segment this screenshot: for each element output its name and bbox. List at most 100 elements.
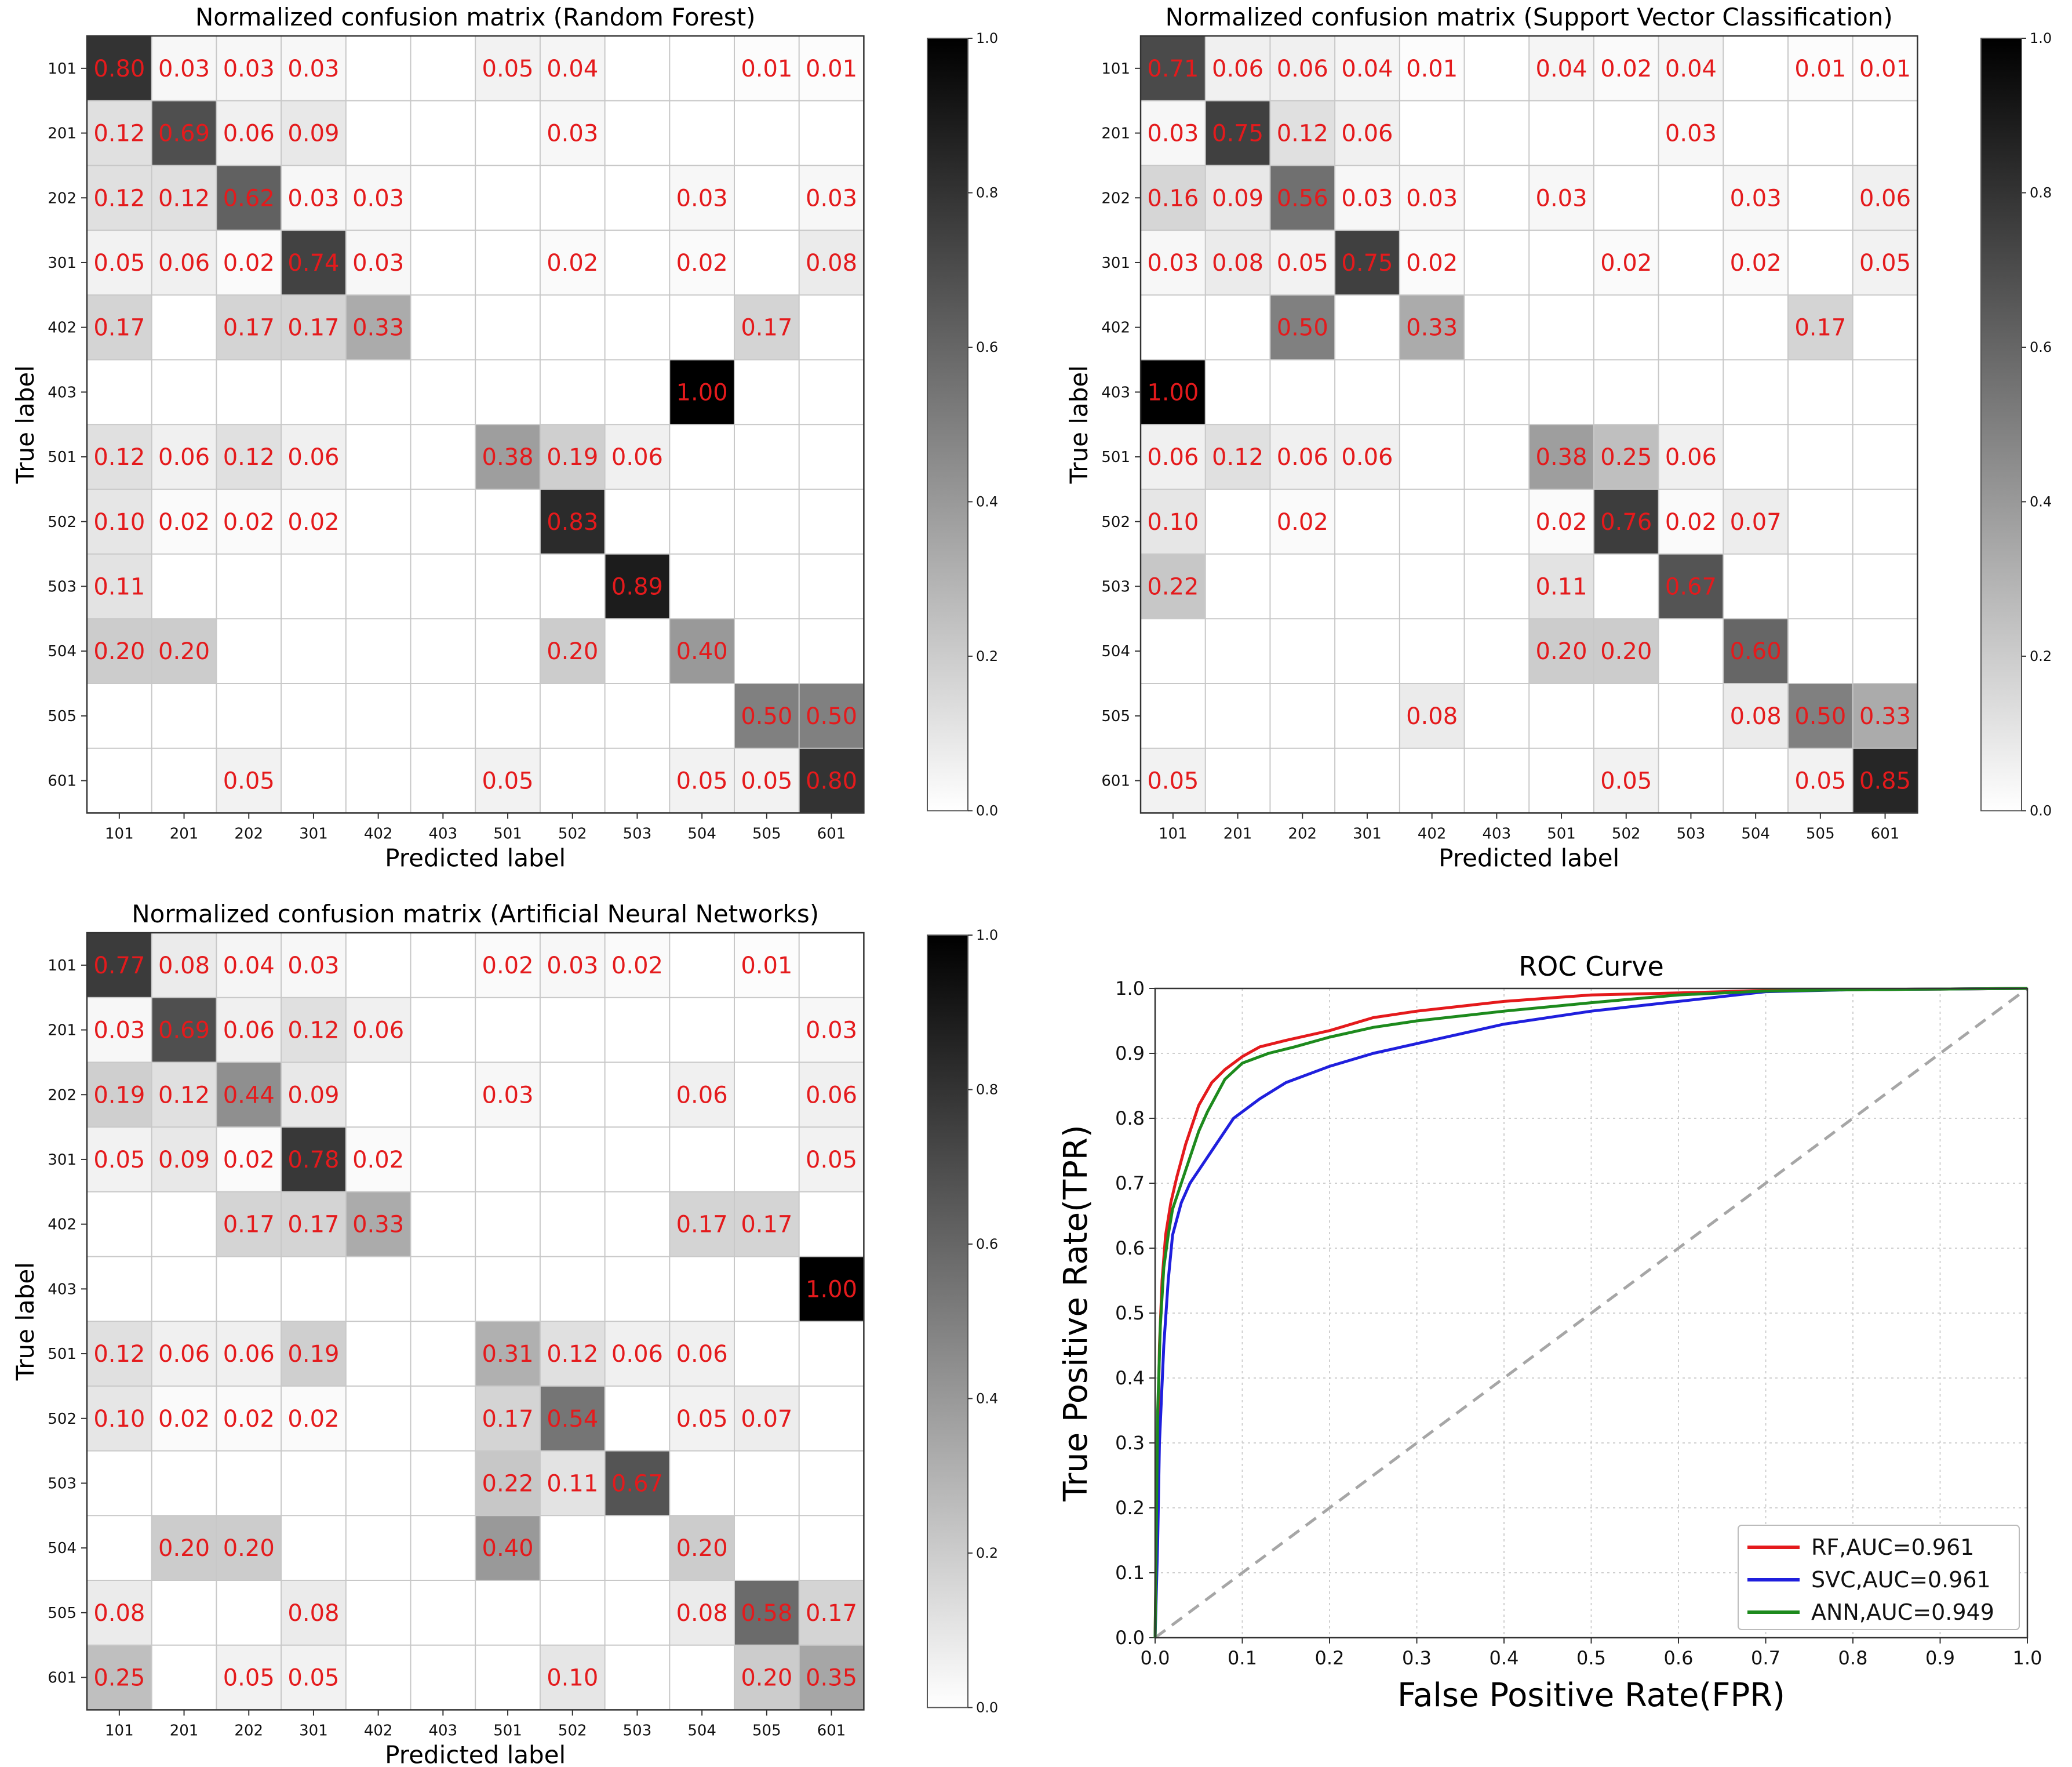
cell-value-label: 0.01 (741, 952, 792, 979)
matrix-cell (669, 165, 734, 231)
matrix-cell (605, 1127, 670, 1192)
matrix-cell (1529, 294, 1594, 360)
matrix-cell (1270, 424, 1335, 489)
cell-value-label: 0.20 (158, 638, 210, 665)
y-axis-label: True label (1065, 365, 1093, 484)
matrix-cell (345, 36, 411, 101)
matrix-cell (216, 619, 282, 683)
cell-value-label: 0.04 (1536, 56, 1587, 82)
cell-value-label: 0.03 (806, 185, 857, 212)
matrix-cell (281, 1127, 346, 1192)
cell-value-label: 0.06 (158, 250, 210, 277)
matrix-cell (345, 1191, 411, 1257)
x-tick-label: 402 (364, 825, 393, 842)
matrix-cell (669, 359, 734, 425)
cell-value-label: 0.22 (1147, 573, 1199, 600)
matrix-cell (87, 1062, 152, 1128)
cell-value-label: 0.06 (1341, 444, 1393, 471)
matrix-cell (281, 36, 346, 101)
x-axis-label: Predicted label (1439, 843, 1619, 872)
matrix-cell (345, 933, 411, 998)
matrix-cell (475, 748, 540, 813)
roc-series-line-1 (1153, 987, 2028, 1638)
cell-value-label: 0.02 (1536, 509, 1587, 536)
matrix-cell (1205, 489, 1270, 554)
matrix-cell (1141, 683, 1206, 748)
x-tick-label: 504 (1741, 825, 1770, 842)
matrix-cell (1399, 294, 1465, 360)
matrix-cell (1852, 424, 1918, 489)
matrix-cell (734, 100, 799, 166)
matrix-cell (151, 1645, 217, 1710)
matrix-cell (799, 165, 864, 231)
colorbar-tick-label: 1.0 (976, 30, 998, 46)
matrix-cell (540, 359, 605, 425)
matrix-cell (410, 294, 476, 360)
matrix-cell (475, 1386, 540, 1451)
matrix-cell (216, 294, 282, 360)
matrix-cell (669, 489, 734, 554)
matrix-cell (1335, 748, 1400, 813)
matrix-cell (540, 1127, 605, 1192)
matrix-cell (1335, 359, 1400, 425)
chart-title: Normalized confusion matrix (Random Fore… (195, 3, 756, 31)
cell-value-label: 0.56 (1277, 185, 1328, 212)
matrix-cell (1205, 748, 1270, 813)
matrix-cell (87, 683, 152, 748)
cell-value-label: 0.09 (158, 1147, 210, 1173)
x-tick-label: 601 (1871, 825, 1900, 842)
x-tick-label: 1.0 (2013, 1647, 2042, 1669)
matrix-cell (1270, 554, 1335, 619)
matrix-cell (345, 1062, 411, 1128)
colorbar-tick-label: 0.4 (976, 493, 998, 510)
cell-value-label: 0.31 (482, 1341, 534, 1368)
x-tick-label: 101 (1159, 825, 1188, 842)
matrix-cell (151, 997, 217, 1063)
matrix-frame (86, 35, 865, 814)
matrix-cell (1529, 424, 1594, 489)
cell-value-label: 0.10 (93, 509, 145, 536)
y-tick-label: 601 (48, 773, 77, 790)
x-tick-label: 402 (1418, 825, 1447, 842)
cell-value-label: 0.06 (158, 444, 210, 471)
matrix-cell (734, 1580, 799, 1645)
x-tick-label: 0.6 (1664, 1647, 1694, 1669)
cell-value-label: 0.09 (287, 1082, 339, 1108)
matrix-cell (1658, 554, 1724, 619)
matrix-cell (345, 165, 411, 231)
matrix-cell (216, 1127, 282, 1192)
cell-value-label: 0.06 (1859, 185, 1911, 212)
matrix-cell (345, 1580, 411, 1645)
y-tick-label: 101 (48, 60, 77, 78)
matrix-cell (1529, 554, 1594, 619)
y-tick-label: 0.8 (1115, 1107, 1145, 1129)
matrix-cell (410, 1256, 476, 1322)
matrix-cell (605, 933, 670, 998)
matrix-cell (87, 997, 152, 1063)
matrix-cell (345, 1256, 411, 1322)
matrix-cell (151, 1450, 217, 1516)
matrix-cell (1852, 683, 1918, 748)
matrix-cell (605, 748, 670, 813)
matrix-cell (1270, 748, 1335, 813)
y-tick-label: 0.9 (1115, 1042, 1145, 1064)
matrix-cell (216, 1256, 282, 1322)
cell-value-label: 0.12 (93, 444, 145, 471)
matrix-cell (734, 489, 799, 554)
matrix-cell (1270, 100, 1335, 166)
cell-value-label: 0.10 (1147, 509, 1199, 536)
cell-value-label: 0.03 (1341, 185, 1393, 212)
matrix-cell (540, 1580, 605, 1645)
matrix-cell (734, 1321, 799, 1386)
matrix-cell (669, 1386, 734, 1451)
matrix-cell (734, 359, 799, 425)
matrix-cell (1788, 36, 1853, 101)
matrix-cell (410, 359, 476, 425)
matrix-cell (1399, 230, 1465, 295)
matrix-cell (1335, 489, 1400, 554)
cell-value-label: 0.03 (158, 56, 210, 82)
matrix-cell (475, 683, 540, 748)
y-tick-label: 505 (1101, 708, 1130, 725)
matrix-cell (410, 36, 476, 101)
legend: RF,AUC=0.961 SVC,AUC=0.961 ANN,AUC=0.949 (1738, 1525, 2020, 1630)
